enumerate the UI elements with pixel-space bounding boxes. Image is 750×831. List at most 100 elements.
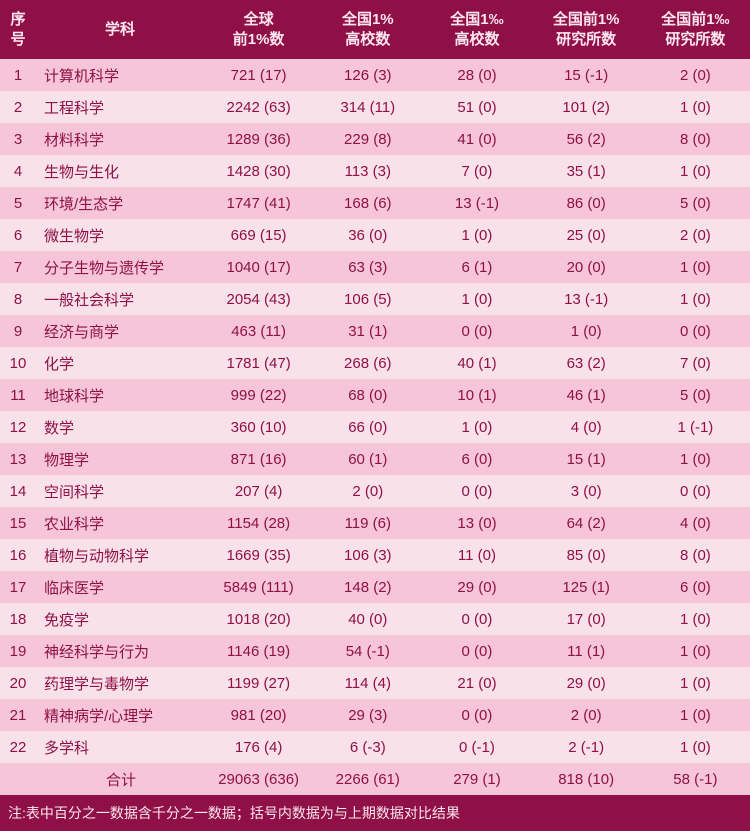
table-row-c1: 1289 (36)	[204, 123, 313, 155]
table-row-c5: 2 (0)	[641, 219, 750, 251]
table-row-c1: 999 (22)	[204, 379, 313, 411]
table-row-subj: 计算机科学	[36, 59, 204, 91]
table-row-c4: 2 (0)	[532, 699, 641, 731]
table-row-c3: 40 (1)	[422, 347, 531, 379]
table-row: 12数学360 (10)66 (0)1 (0)4 (0)1 (-1)	[0, 411, 750, 443]
table-row-c2: 229 (8)	[313, 123, 422, 155]
table-row-c1: 1199 (27)	[204, 667, 313, 699]
table-row-c5: 1 (0)	[641, 251, 750, 283]
col-header-c3: 全国1‰高校数	[422, 0, 531, 59]
table-row-c3: 6 (1)	[422, 251, 531, 283]
col-header-c5: 全国前1‰研究所数	[641, 0, 750, 59]
total-row-c1: 29063 (636)	[204, 763, 313, 795]
table-row: 18免疫学1018 (20)40 (0)0 (0)17 (0)1 (0)	[0, 603, 750, 635]
table-row-num: 21	[0, 699, 36, 731]
table-row-c4: 20 (0)	[532, 251, 641, 283]
table-row-c1: 1669 (35)	[204, 539, 313, 571]
table-row-c3: 13 (-1)	[422, 187, 531, 219]
table-row-c4: 64 (2)	[532, 507, 641, 539]
table-row-num: 8	[0, 283, 36, 315]
table-row-num: 1	[0, 59, 36, 91]
table-row-num: 10	[0, 347, 36, 379]
table-row-c2: 106 (5)	[313, 283, 422, 315]
table-row-c1: 176 (4)	[204, 731, 313, 763]
table-row-c5: 1 (0)	[641, 731, 750, 763]
table-row-c5: 4 (0)	[641, 507, 750, 539]
table-row-c2: 168 (6)	[313, 187, 422, 219]
table-row-c5: 0 (0)	[641, 475, 750, 507]
table-row-c4: 17 (0)	[532, 603, 641, 635]
table-row-num: 9	[0, 315, 36, 347]
table-row: 6微生物学669 (15)36 (0)1 (0)25 (0)2 (0)	[0, 219, 750, 251]
table-row-c2: 60 (1)	[313, 443, 422, 475]
table-row-c1: 1040 (17)	[204, 251, 313, 283]
table-row-c2: 314 (11)	[313, 91, 422, 123]
table-row-c1: 721 (17)	[204, 59, 313, 91]
table-row-subj: 经济与商学	[36, 315, 204, 347]
table-row-num: 11	[0, 379, 36, 411]
table-row-c5: 1 (0)	[641, 283, 750, 315]
table-row-c2: 40 (0)	[313, 603, 422, 635]
table-row-subj: 多学科	[36, 731, 204, 763]
total-row-num	[0, 763, 36, 795]
table-row-c1: 1146 (19)	[204, 635, 313, 667]
table-row-c5: 1 (0)	[641, 699, 750, 731]
table-row: 2工程科学2242 (63)314 (11)51 (0)101 (2)1 (0)	[0, 91, 750, 123]
table-row-c3: 28 (0)	[422, 59, 531, 91]
table-row-subj: 环境/生态学	[36, 187, 204, 219]
table-row-c2: 6 (-3)	[313, 731, 422, 763]
table-row-c1: 1428 (30)	[204, 155, 313, 187]
total-row-c5: 58 (-1)	[641, 763, 750, 795]
table-row-num: 16	[0, 539, 36, 571]
table-row-c5: 2 (0)	[641, 59, 750, 91]
table-row-num: 3	[0, 123, 36, 155]
table-row: 15农业科学1154 (28)119 (6)13 (0)64 (2)4 (0)	[0, 507, 750, 539]
table-wrap: 软科 序号学科全球前1%数全国1%高校数全国1‰高校数全国前1%研究所数全国前1…	[0, 0, 750, 831]
table-row-num: 20	[0, 667, 36, 699]
table-row-c4: 15 (-1)	[532, 59, 641, 91]
table-row: 22多学科176 (4)6 (-3)0 (-1)2 (-1)1 (0)	[0, 731, 750, 763]
table-row-c5: 8 (0)	[641, 539, 750, 571]
table-row-c3: 0 (0)	[422, 635, 531, 667]
table-row-num: 5	[0, 187, 36, 219]
table-row-c3: 21 (0)	[422, 667, 531, 699]
table-row-c4: 29 (0)	[532, 667, 641, 699]
table-row-c3: 41 (0)	[422, 123, 531, 155]
table-row-c5: 5 (0)	[641, 379, 750, 411]
table-row-c5: 8 (0)	[641, 123, 750, 155]
table-row-subj: 微生物学	[36, 219, 204, 251]
table-row-c1: 5849 (111)	[204, 571, 313, 603]
table-header: 序号学科全球前1%数全国1%高校数全国1‰高校数全国前1%研究所数全国前1‰研究…	[0, 0, 750, 59]
table-row-c2: 119 (6)	[313, 507, 422, 539]
table-row-c1: 1154 (28)	[204, 507, 313, 539]
table-row-c3: 1 (0)	[422, 411, 531, 443]
table-row-subj: 神经科学与行为	[36, 635, 204, 667]
subjects-table: 序号学科全球前1%数全国1%高校数全国1‰高校数全国前1%研究所数全国前1‰研究…	[0, 0, 750, 831]
col-header-c1: 全球前1%数	[204, 0, 313, 59]
table-row: 13物理学871 (16)60 (1)6 (0)15 (1)1 (0)	[0, 443, 750, 475]
table-row-c4: 56 (2)	[532, 123, 641, 155]
table-row-c5: 5 (0)	[641, 187, 750, 219]
table-row-subj: 数学	[36, 411, 204, 443]
table-row-c3: 6 (0)	[422, 443, 531, 475]
table-row-c1: 2242 (63)	[204, 91, 313, 123]
table-row-c2: 268 (6)	[313, 347, 422, 379]
table-row-subj: 植物与动物科学	[36, 539, 204, 571]
table-row-num: 14	[0, 475, 36, 507]
table-row-c5: 1 (0)	[641, 667, 750, 699]
table-row: 5环境/生态学1747 (41)168 (6)13 (-1)86 (0)5 (0…	[0, 187, 750, 219]
total-row-c3: 279 (1)	[422, 763, 531, 795]
table-row-c3: 51 (0)	[422, 91, 531, 123]
table-row-num: 2	[0, 91, 36, 123]
table-body: 1计算机科学721 (17)126 (3)28 (0)15 (-1)2 (0)2…	[0, 59, 750, 795]
table-row-c2: 126 (3)	[313, 59, 422, 91]
table-row-num: 4	[0, 155, 36, 187]
table-row-subj: 临床医学	[36, 571, 204, 603]
table-row-num: 12	[0, 411, 36, 443]
table-row-c2: 106 (3)	[313, 539, 422, 571]
table-row-c3: 0 (-1)	[422, 731, 531, 763]
table-row-c4: 86 (0)	[532, 187, 641, 219]
table-row-c2: 113 (3)	[313, 155, 422, 187]
table-row-c4: 63 (2)	[532, 347, 641, 379]
table-row-c1: 207 (4)	[204, 475, 313, 507]
